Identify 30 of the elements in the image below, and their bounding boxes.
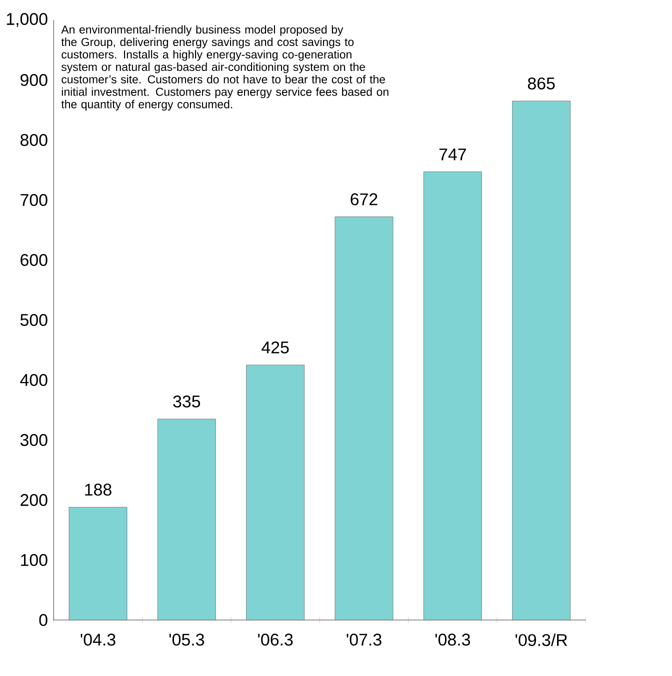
data-label: 672 [350, 193, 378, 206]
y-tick-label: 300 [20, 434, 48, 446]
bar [68, 507, 128, 620]
bar [423, 172, 482, 620]
x-tick-label: '04.3 [80, 634, 116, 646]
data-label: 747 [439, 148, 466, 160]
bar [246, 364, 305, 620]
data-label: 865 [528, 77, 555, 90]
y-tick-label: 0 [39, 614, 48, 626]
y-tick-label: 500 [20, 314, 48, 326]
bar [157, 418, 216, 620]
x-tick-label: '06.3 [258, 634, 293, 646]
x-tick-label: '07.3 [346, 634, 382, 646]
bar [334, 216, 394, 620]
bar [512, 100, 571, 620]
x-tick-label: '09.3/R [516, 634, 568, 646]
x-tick-label: '05.3 [169, 634, 204, 646]
annotation: An environmental-friendly business model proposed by the Group, delivering energy savings and cost savings to customers. Installs a highly energy-saving co-generation system or natural gas-based air-conditioning system on the customer’s site. Customers do not have to bear the cost of the initial investment. Customers pay energy service fees based on the quantity of energy consumed. [61, 25, 388, 111]
y-tick-label: 400 [20, 374, 48, 386]
y-tick-label: 200 [20, 494, 48, 506]
y-tick-label: 100 [21, 554, 48, 566]
y-tick-label: 900 [20, 74, 48, 86]
y-tick-label: 800 [20, 134, 48, 146]
y-tick-label: 1,000 [6, 12, 48, 27]
data-label: 335 [173, 395, 200, 408]
x-tick-label: '08.3 [435, 634, 470, 646]
data-label: 425 [262, 341, 289, 354]
y-tick-label: 600 [20, 254, 48, 266]
data-label: 188 [85, 484, 112, 496]
y-tick-label: 700 [20, 194, 48, 206]
